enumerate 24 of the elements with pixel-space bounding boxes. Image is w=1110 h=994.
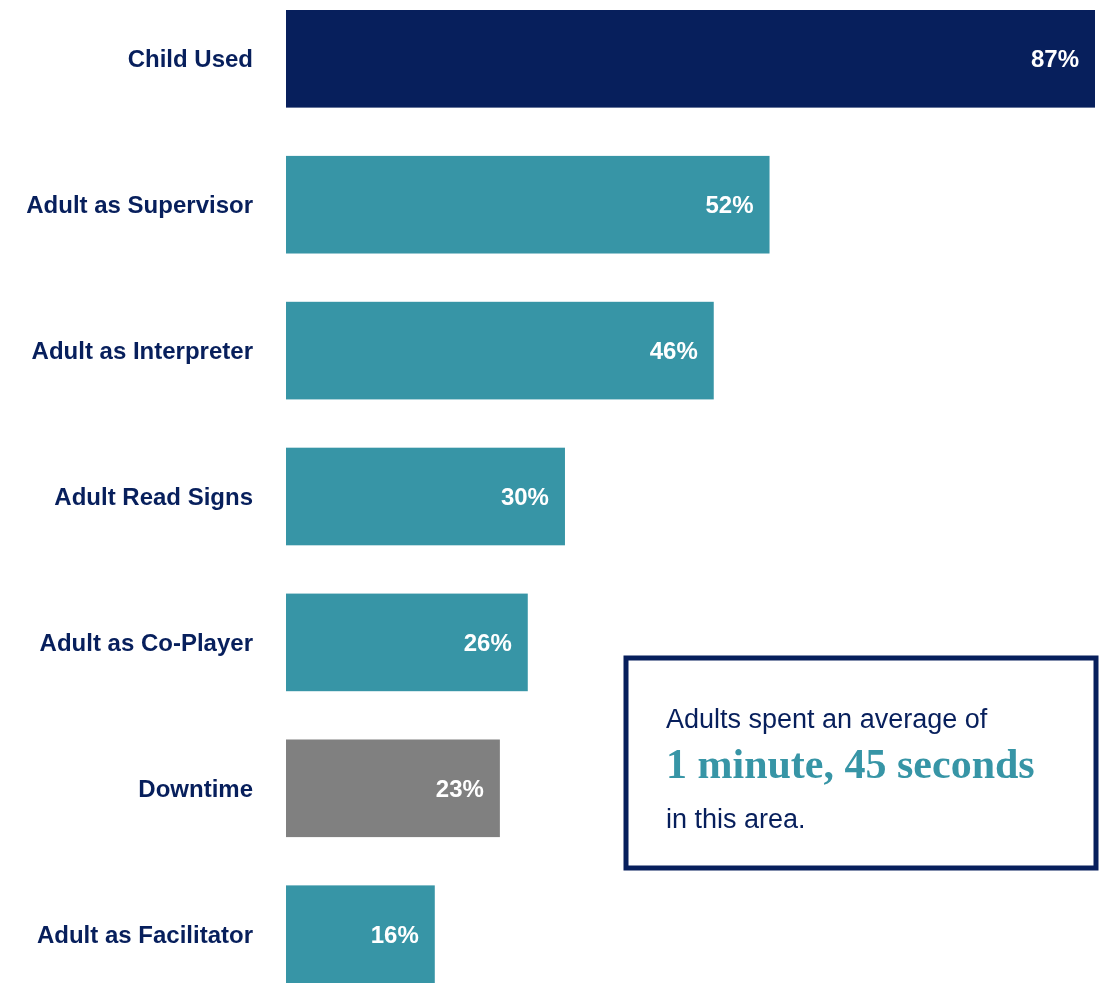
data-label: 46% [649,337,698,364]
bar [286,593,528,692]
annotation: Adults spent an average of [666,704,988,734]
y-tick-label: Adult Read Signs [54,482,253,510]
bar [286,885,435,983]
data-label: 87% [1030,45,1079,73]
y-tick-label: Adult as Facilitator [36,920,253,948]
y-tick-label: Downtime [138,774,253,802]
data-label: 23% [435,774,484,802]
y-tick-label: Adult as Co-Player [39,628,253,656]
data-label: 26% [463,628,512,656]
y-tick-label: Child Used [127,45,253,73]
bar [286,447,565,546]
data-label: 16% [370,920,419,948]
annotation: 1 minute, 45 seconds [666,741,1035,787]
y-tick-label: Adult as Interpreter [31,337,253,364]
data-label: 52% [705,191,754,219]
bar [286,301,714,400]
data-label: 30% [500,482,549,510]
bar [286,10,1095,108]
bar [286,739,500,838]
y-tick-label: Adult as Supervisor [26,191,253,219]
bar [286,155,770,254]
annotation: in this area. [666,804,806,834]
